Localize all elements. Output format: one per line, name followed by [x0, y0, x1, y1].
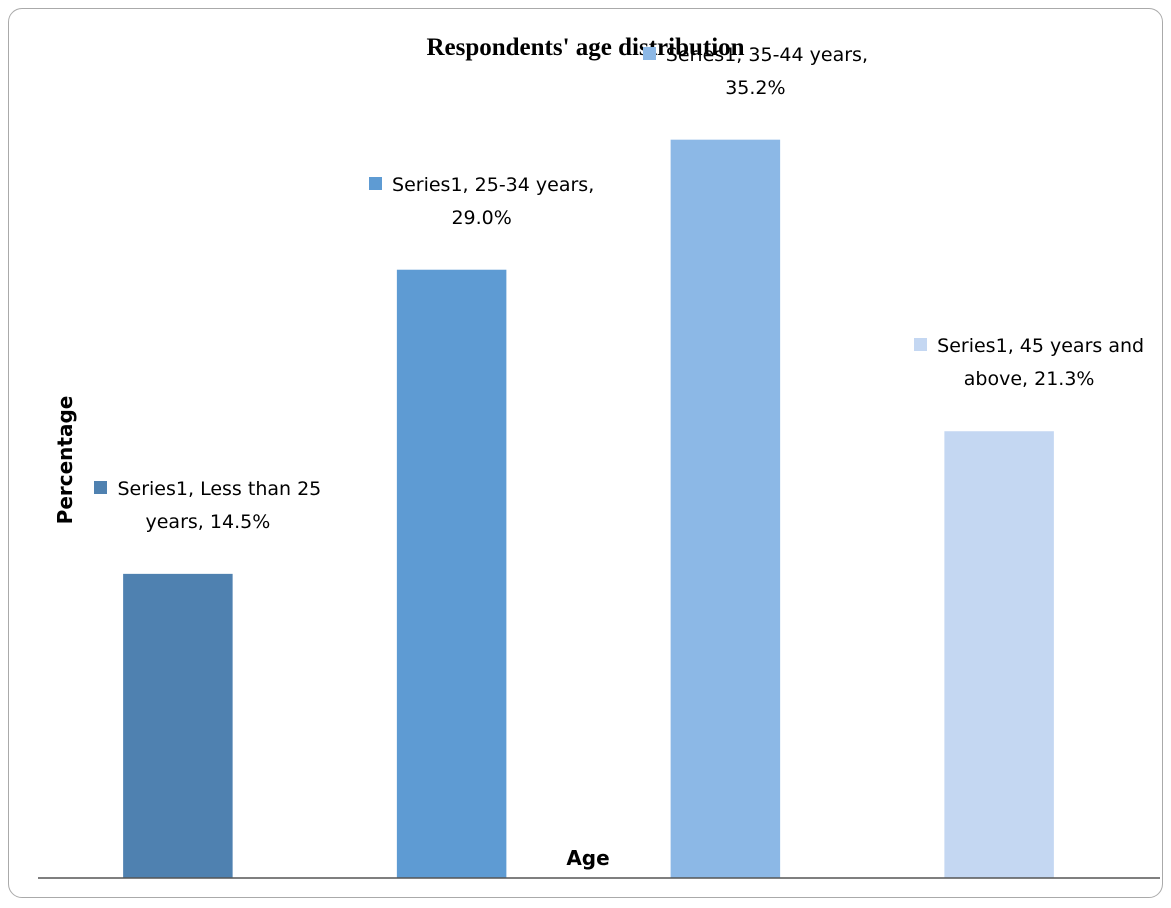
value-label: 14.5% — [209, 510, 271, 533]
separator: , — [188, 477, 201, 500]
series-name: Series1 — [117, 477, 188, 500]
data-label: Series1, Less than 25 years, 14.5% — [83, 473, 333, 539]
bar — [396, 269, 507, 879]
series-name: Series1 — [937, 335, 1008, 358]
bar — [670, 139, 781, 878]
x-axis-label: Age — [566, 846, 610, 870]
bar — [123, 573, 233, 878]
category-name: 25-34 years — [474, 173, 589, 196]
separator: , — [1007, 335, 1020, 358]
separator: , — [462, 173, 475, 196]
category-name: Less than 25 years — [145, 477, 322, 533]
value-label: 29.0% — [451, 206, 512, 229]
y-axis-label: Percentage — [53, 395, 77, 525]
legend-swatch — [94, 480, 108, 494]
category-name: 45 years and above — [963, 335, 1145, 391]
separator: , — [1022, 368, 1035, 391]
series-name: Series1 — [665, 43, 737, 66]
value-label: 35.2% — [725, 76, 786, 99]
category-name: 35-44 years — [748, 43, 862, 66]
data-label: Series1, 45 years and above, 21.3% — [904, 330, 1154, 396]
series-name: Series1 — [392, 173, 463, 196]
value-label: 21.3% — [1034, 368, 1095, 391]
separator: , — [197, 510, 210, 533]
data-label: Series1, 35-44 years, 35.2% — [630, 39, 880, 105]
legend-swatch — [642, 46, 656, 60]
bar — [944, 431, 1054, 878]
legend-swatch — [369, 176, 383, 190]
chart-frame — [8, 8, 1163, 898]
chart-title: Respondents' age distribution — [426, 34, 745, 61]
data-label: Series1, 25-34 years, 29.0% — [357, 169, 607, 235]
separator: , — [588, 173, 595, 196]
legend-swatch — [914, 338, 928, 352]
separator: , — [861, 43, 868, 66]
separator: , — [736, 43, 749, 66]
